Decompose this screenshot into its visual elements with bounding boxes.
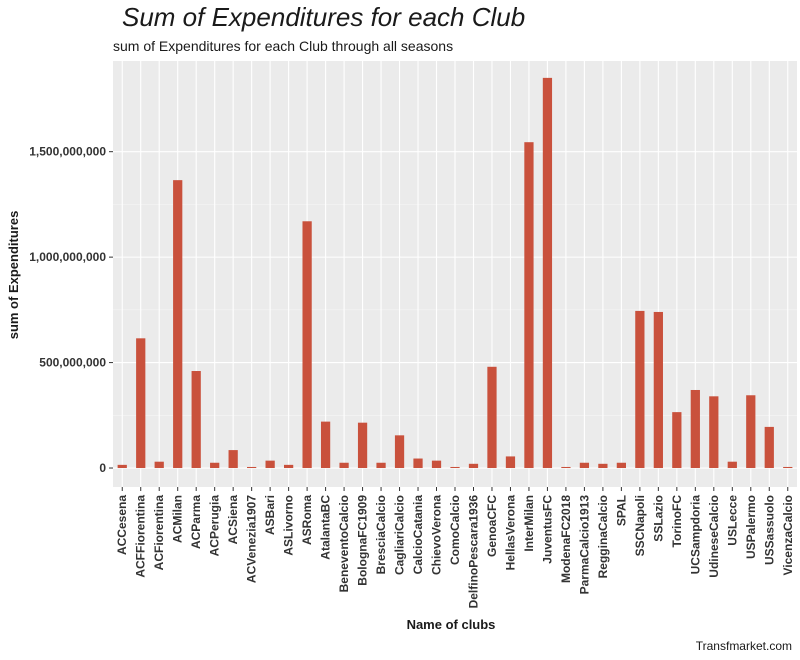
bar-BeneventoCalcio xyxy=(339,462,349,469)
x-tick-label: ACParma xyxy=(189,495,203,549)
bar-ACMilan xyxy=(173,180,183,469)
x-tick-label: CagliariCalcio xyxy=(393,495,407,575)
bar-TorinoFC xyxy=(672,412,682,469)
bar-BresciaCalcio xyxy=(376,462,386,469)
x-tick-label: RegginaCalcio xyxy=(596,495,610,578)
x-tick-label: UCSampdoria xyxy=(688,495,702,575)
bar-ACCesena xyxy=(117,464,127,469)
x-tick-label: CalcioCatania xyxy=(411,495,425,575)
x-axis-title: Name of clubs xyxy=(407,617,496,632)
y-tick-label: 500,000,000 xyxy=(39,356,106,370)
chart-subtitle: sum of Expenditures for each Club throug… xyxy=(113,38,453,54)
x-tick-label: ACSiena xyxy=(226,495,240,545)
x-tick-label: ParmaCalcio1913 xyxy=(577,495,591,595)
bar-JuventusFC xyxy=(542,77,553,469)
x-tick-label: ACFiorentina xyxy=(152,495,166,571)
x-tick-label: BeneventoCalcio xyxy=(337,495,351,592)
x-tick-label: BresciaCalcio xyxy=(374,495,388,574)
bar-ACPerugia xyxy=(210,462,220,469)
x-tick-label: ACMilan xyxy=(171,495,185,543)
bar-USLecce xyxy=(727,461,737,469)
bar-SSLazio xyxy=(653,311,663,469)
x-axis: ACCesena ACFFiorentina ACFiorentina ACMilan… xyxy=(115,487,795,608)
x-tick-label: ChievoVerona xyxy=(430,495,444,575)
bar-ACFFiorentina xyxy=(136,338,146,469)
bar-ModenaFC2018 xyxy=(561,466,571,469)
bar-VicenzaCalcio xyxy=(783,466,793,469)
x-tick-label: VicenzaCalcio xyxy=(781,495,795,575)
x-tick-label: ASRoma xyxy=(300,495,314,545)
x-tick-label: ACPerugia xyxy=(208,495,222,557)
bar-CagliariCalcio xyxy=(394,435,405,469)
bar-ASBari xyxy=(265,460,275,469)
bars xyxy=(117,77,793,469)
y-axis-title: sum of Expenditures xyxy=(6,211,21,340)
bar-ACFiorentina xyxy=(154,461,164,469)
bar-ACSiena xyxy=(228,450,238,469)
bar-USPalermo xyxy=(746,395,756,469)
bar-ASRoma xyxy=(302,221,312,469)
bar-GenoaCFC xyxy=(487,366,497,469)
y-tick-label: 1,000,000,000 xyxy=(29,250,106,264)
bar-UdineseCalcio xyxy=(709,396,719,469)
bar-RegginaCalcio xyxy=(598,463,608,469)
y-tick-label: 0 xyxy=(99,461,106,475)
x-tick-label: SSLazio xyxy=(651,495,665,542)
x-tick-label: USLecce xyxy=(725,495,739,546)
bar-BolognaFC1909 xyxy=(357,422,368,469)
x-tick-label: USPalermo xyxy=(744,495,758,559)
bar-ACParma xyxy=(191,371,201,469)
y-axis: 0 500,000,000 1,000,000,000 1,500,000,000 xyxy=(29,145,113,475)
bar-ACVenezia1907 xyxy=(247,466,257,469)
x-tick-label: SSCNapoli xyxy=(633,495,647,556)
x-tick-label: ModenaFC2018 xyxy=(559,495,573,583)
bar-USSassuolo xyxy=(764,426,774,469)
x-tick-label: JuventusFC xyxy=(540,495,554,564)
bar-ChievoVerona xyxy=(431,460,442,469)
x-tick-label: HellasVerona xyxy=(503,495,517,571)
bar-AtalantaBC xyxy=(320,421,331,469)
y-tick-label: 1,500,000,000 xyxy=(29,145,106,159)
bar-SPAL xyxy=(616,462,626,469)
bar-SSCNapoli xyxy=(635,310,645,469)
x-tick-label: ACCesena xyxy=(115,495,129,555)
bar-InterMilan xyxy=(524,142,534,469)
x-tick-label: GenoaCFC xyxy=(485,495,499,557)
x-tick-label: InterMilan xyxy=(522,495,536,552)
x-tick-label: SPAL xyxy=(614,495,628,526)
x-tick-label: BolognaFC1909 xyxy=(356,495,370,586)
x-tick-label: TorinoFC xyxy=(670,495,684,548)
bar-HellasVerona xyxy=(505,456,516,469)
x-tick-label: ASBari xyxy=(263,495,277,535)
bar-DelfinoPescara1936 xyxy=(468,463,479,469)
x-tick-label: AtalantaBC xyxy=(319,495,333,560)
bar-UCSampdoria xyxy=(690,389,700,469)
x-tick-label: UdineseCalcio xyxy=(707,495,721,578)
bar-ASLivorno xyxy=(284,464,294,469)
x-tick-label: ACFFiorentina xyxy=(134,495,148,578)
bar-ComoCalcio xyxy=(450,466,460,469)
x-tick-label: ASLivorno xyxy=(282,495,296,556)
bar-ParmaCalcio1913 xyxy=(579,462,590,469)
x-tick-label: DelfinoPescara1936 xyxy=(466,495,480,609)
caption: Transfmarket.com xyxy=(696,639,792,653)
bar-CalcioCatania xyxy=(413,458,423,469)
chart-title: Sum of Expenditures for each Club xyxy=(122,2,525,32)
x-tick-label: USSassuolo xyxy=(762,495,776,565)
x-tick-label: ACVenezia1907 xyxy=(245,495,259,583)
x-tick-label: ComoCalcio xyxy=(448,495,462,565)
